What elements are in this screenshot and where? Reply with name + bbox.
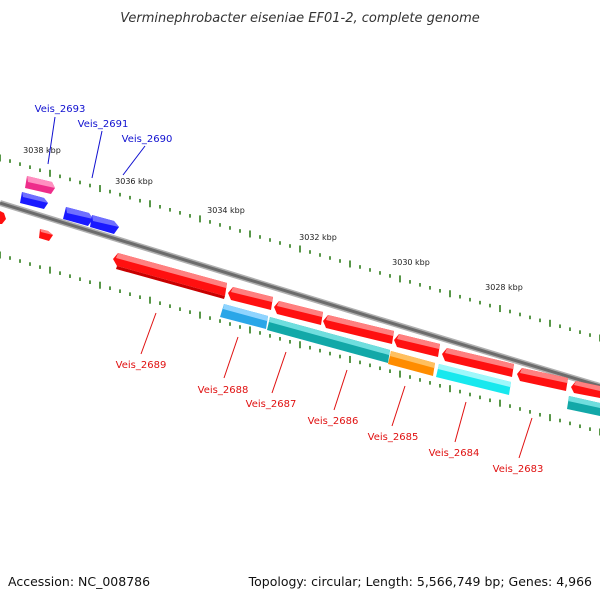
gene-label-veis-2684[interactable]: Veis_2684 bbox=[429, 448, 480, 459]
gene-label-veis-2693[interactable]: Veis_2693 bbox=[35, 104, 86, 115]
gene-label-veis-2691[interactable]: Veis_2691 bbox=[78, 119, 129, 130]
reverse-gene-labels: Veis_2689 Veis_2688 Veis_2687 Veis_2686 … bbox=[116, 312, 544, 475]
scale-label: 3034 kbp bbox=[207, 206, 245, 215]
gene-label-veis-2683[interactable]: Veis_2683 bbox=[493, 464, 544, 475]
gene-veis-2690[interactable] bbox=[90, 215, 119, 234]
label-leader-line bbox=[47, 116, 56, 165]
gene-label-veis-2687[interactable]: Veis_2687 bbox=[246, 399, 297, 410]
label-leader-line bbox=[518, 417, 533, 459]
gene-reverse-red-2[interactable] bbox=[228, 287, 273, 310]
scale-label: 3028 kbp bbox=[485, 283, 523, 292]
gene-veis-2693[interactable] bbox=[25, 176, 55, 194]
gene-veis-2683[interactable] bbox=[567, 396, 600, 416]
scale-label: 3032 kbp bbox=[299, 233, 337, 242]
scale-labels: 3038 kbp 3036 kbp 3034 kbp 3032 kbp 3030… bbox=[23, 146, 523, 292]
gene-veis-2688[interactable] bbox=[220, 304, 268, 329]
genome-title: Verminephrobacter eiseniae EF01-2, compl… bbox=[120, 11, 479, 26]
genome-summary-text: Topology: circular; Length: 5,566,749 bp… bbox=[248, 574, 592, 589]
gene-label-veis-2685[interactable]: Veis_2685 bbox=[368, 432, 419, 443]
gene-forward-small[interactable] bbox=[20, 192, 48, 209]
scale-label: 3030 kbp bbox=[392, 258, 430, 267]
label-leader-line bbox=[454, 401, 467, 443]
gene-forward-red-small[interactable] bbox=[39, 229, 53, 241]
label-leader-line bbox=[140, 312, 157, 355]
forward-strand-features bbox=[0, 176, 119, 241]
scale-label: 3036 kbp bbox=[115, 177, 153, 186]
label-leader-line bbox=[91, 130, 103, 179]
label-leader-line bbox=[333, 369, 348, 411]
forward-gene-labels: Veis_2693 Veis_2691 Veis_2690 bbox=[35, 104, 173, 179]
gene-reverse-red-8[interactable] bbox=[571, 381, 600, 398]
scale-label: 3038 kbp bbox=[23, 146, 61, 155]
label-leader-line bbox=[223, 336, 239, 379]
gene-forward-red-fragment[interactable] bbox=[0, 211, 6, 224]
gene-label-veis-2686[interactable]: Veis_2686 bbox=[308, 416, 359, 427]
label-leader-line bbox=[122, 145, 146, 176]
gene-veis-2685[interactable] bbox=[388, 351, 435, 376]
gene-label-veis-2690[interactable]: Veis_2690 bbox=[122, 134, 173, 145]
gene-veis-2687[interactable] bbox=[267, 317, 390, 363]
gene-reverse-red-6[interactable] bbox=[442, 348, 514, 377]
gene-label-veis-2689[interactable]: Veis_2689 bbox=[116, 360, 167, 371]
outer-tick-ring bbox=[0, 154, 600, 342]
reverse-strand-features bbox=[113, 253, 600, 416]
label-leader-line bbox=[271, 351, 287, 394]
gene-label-veis-2688[interactable]: Veis_2688 bbox=[198, 385, 249, 396]
gene-reverse-red-5[interactable] bbox=[394, 334, 440, 357]
accession-text: Accession: NC_008786 bbox=[8, 574, 150, 589]
label-leader-line bbox=[391, 385, 406, 427]
genome-backbone-shade bbox=[0, 201, 600, 388]
gene-veis-2684[interactable] bbox=[436, 364, 511, 395]
inner-tick-ring bbox=[0, 251, 600, 436]
gene-reverse-red-3[interactable] bbox=[274, 301, 323, 325]
gene-reverse-red-4[interactable] bbox=[323, 315, 394, 344]
gene-veis-2689[interactable] bbox=[113, 253, 227, 299]
gene-veis-2691[interactable] bbox=[63, 207, 93, 226]
gene-reverse-red-7[interactable] bbox=[517, 368, 568, 391]
